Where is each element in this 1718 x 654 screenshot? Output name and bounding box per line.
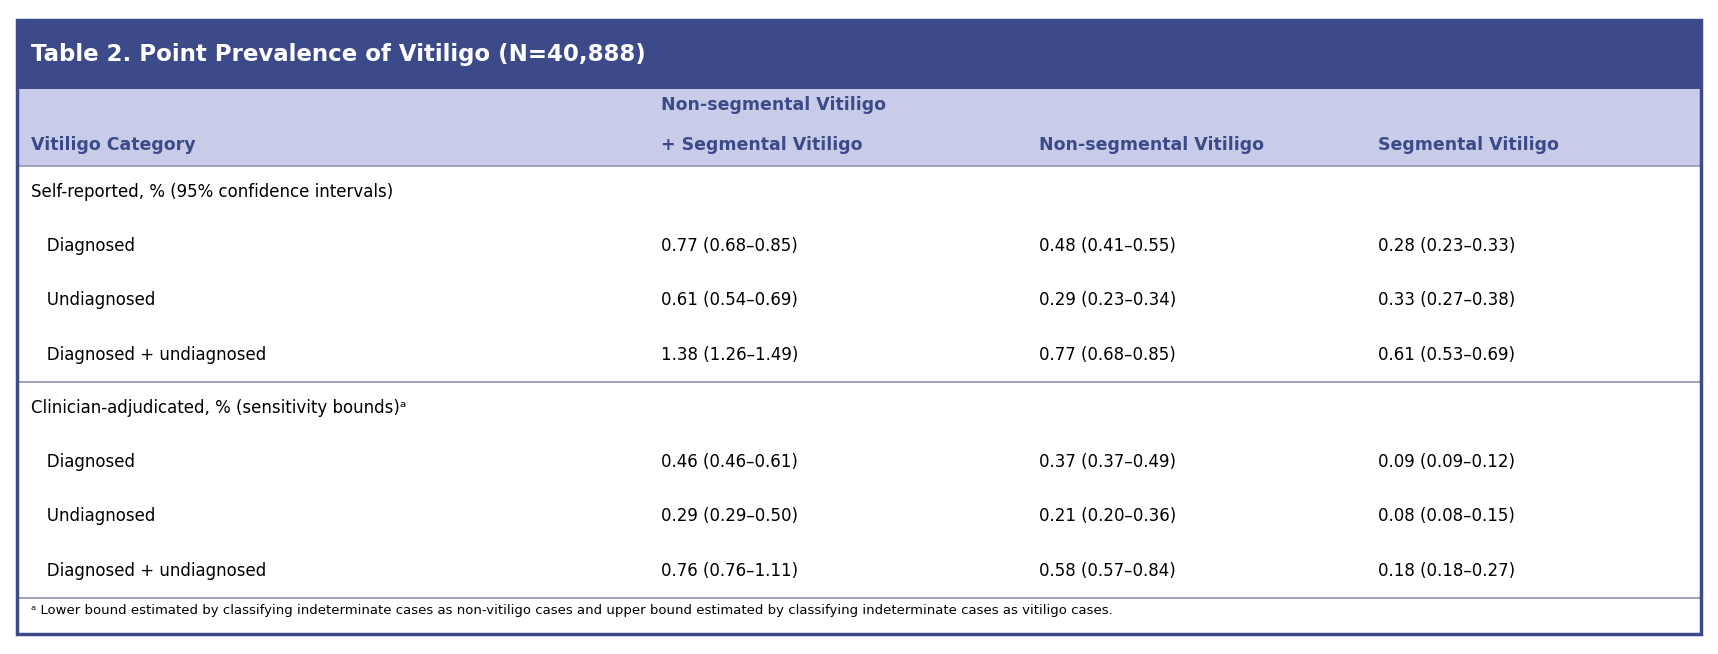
FancyBboxPatch shape [17,382,1701,435]
Text: 0.46 (0.46–0.61): 0.46 (0.46–0.61) [661,453,799,471]
Text: Self-reported, % (95% confidence intervals): Self-reported, % (95% confidence interva… [31,183,393,201]
FancyBboxPatch shape [17,489,1701,543]
FancyBboxPatch shape [17,543,1701,598]
Text: 0.08 (0.08–0.15): 0.08 (0.08–0.15) [1378,508,1515,525]
Text: Non-segmental Vitiligo: Non-segmental Vitiligo [661,95,886,114]
Text: 0.09 (0.09–0.12): 0.09 (0.09–0.12) [1378,453,1515,471]
Text: 0.58 (0.57–0.84): 0.58 (0.57–0.84) [1039,562,1177,579]
Text: 1.38 (1.26–1.49): 1.38 (1.26–1.49) [661,345,799,364]
Text: Non-segmental Vitiligo: Non-segmental Vitiligo [1039,136,1264,154]
Text: + Segmental Vitiligo: + Segmental Vitiligo [661,136,862,154]
Text: 0.61 (0.53–0.69): 0.61 (0.53–0.69) [1378,345,1515,364]
FancyBboxPatch shape [17,218,1701,273]
Text: Undiagnosed: Undiagnosed [31,291,155,309]
Text: Table 2. Point Prevalence of Vitiligo (N=40,888): Table 2. Point Prevalence of Vitiligo (N… [31,43,646,66]
Text: 0.76 (0.76–1.11): 0.76 (0.76–1.11) [661,562,799,579]
Text: Diagnosed + undiagnosed: Diagnosed + undiagnosed [31,345,266,364]
Text: 0.33 (0.27–0.38): 0.33 (0.27–0.38) [1378,291,1515,309]
Text: ᵃ Lower bound estimated by classifying indeterminate cases as non-vitiligo cases: ᵃ Lower bound estimated by classifying i… [31,604,1113,617]
Text: 0.18 (0.18–0.27): 0.18 (0.18–0.27) [1378,562,1515,579]
FancyBboxPatch shape [17,328,1701,382]
Text: 0.77 (0.68–0.85): 0.77 (0.68–0.85) [1039,345,1177,364]
Text: 0.61 (0.54–0.69): 0.61 (0.54–0.69) [661,291,799,309]
Text: 0.29 (0.23–0.34): 0.29 (0.23–0.34) [1039,291,1177,309]
Text: 0.48 (0.41–0.55): 0.48 (0.41–0.55) [1039,237,1177,255]
Text: 0.28 (0.23–0.33): 0.28 (0.23–0.33) [1378,237,1515,255]
Text: Clinician-adjudicated, % (sensitivity bounds)ᵃ: Clinician-adjudicated, % (sensitivity bo… [31,399,405,417]
Text: Vitiligo Category: Vitiligo Category [31,136,196,154]
FancyBboxPatch shape [17,20,1701,89]
FancyBboxPatch shape [17,435,1701,489]
FancyBboxPatch shape [17,273,1701,328]
Text: 0.77 (0.68–0.85): 0.77 (0.68–0.85) [661,237,799,255]
FancyBboxPatch shape [17,165,1701,218]
Text: Diagnosed + undiagnosed: Diagnosed + undiagnosed [31,562,266,579]
Text: 0.37 (0.37–0.49): 0.37 (0.37–0.49) [1039,453,1177,471]
Text: 0.21 (0.20–0.36): 0.21 (0.20–0.36) [1039,508,1177,525]
Text: Diagnosed: Diagnosed [31,237,136,255]
Text: Undiagnosed: Undiagnosed [31,508,155,525]
Text: Diagnosed: Diagnosed [31,453,136,471]
FancyBboxPatch shape [17,89,1701,165]
Text: Segmental Vitiligo: Segmental Vitiligo [1378,136,1558,154]
Text: 0.29 (0.29–0.50): 0.29 (0.29–0.50) [661,508,799,525]
